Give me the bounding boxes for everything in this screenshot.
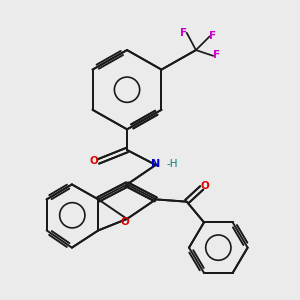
Text: N: N — [151, 159, 160, 170]
Text: F: F — [180, 28, 188, 38]
Text: F: F — [209, 31, 216, 41]
Text: O: O — [89, 157, 98, 166]
Text: O: O — [120, 217, 129, 227]
Text: -H: -H — [166, 159, 178, 170]
Text: O: O — [200, 181, 209, 190]
Text: F: F — [213, 50, 220, 60]
